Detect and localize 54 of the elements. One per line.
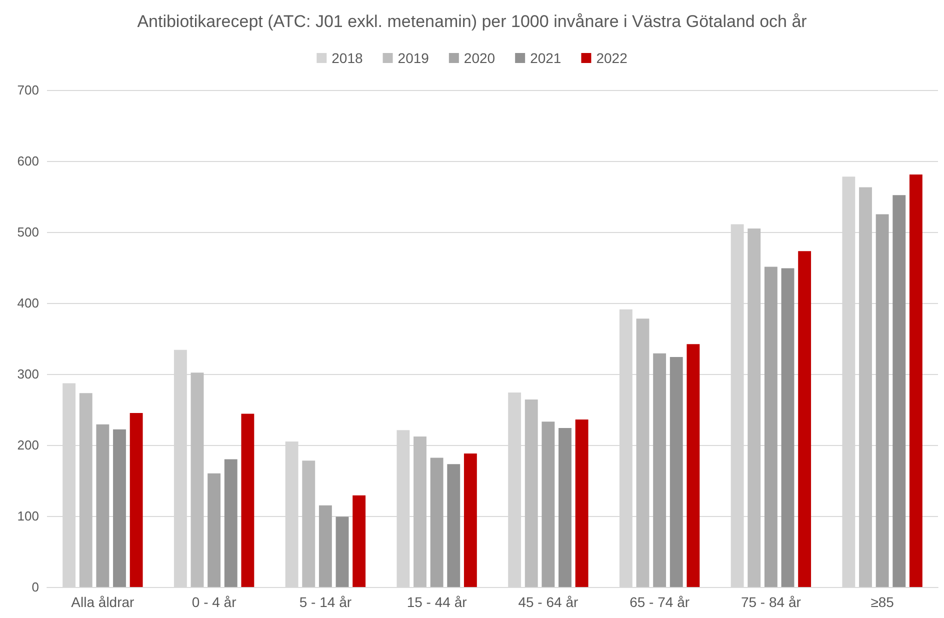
bar [892,195,906,587]
x-tick-label: 0 - 4 år [192,594,237,610]
bar [336,516,349,587]
bar [653,353,666,587]
bar [686,344,700,587]
legend-label: 2022 [596,50,628,66]
y-tick-label: 300 [17,366,39,382]
x-tick-label: 65 - 74 år [630,594,690,610]
bar [208,473,221,587]
bar [79,393,92,587]
y-tick-label: 100 [17,508,39,524]
bar [798,251,812,587]
x-tick-label: ≥85 [870,594,894,610]
y-tick-label: 600 [17,154,39,168]
x-tick-label: 45 - 64 år [518,594,578,610]
x-tick-label: 5 - 14 år [299,594,352,610]
bar [113,429,126,587]
bar [781,268,794,587]
bar [447,464,460,587]
bar [96,424,110,587]
bar [352,495,366,587]
y-tick-label: 700 [17,82,39,98]
legend-label: 2021 [530,50,562,66]
legend-label: 2018 [332,50,363,66]
bar [241,414,254,587]
bar [764,266,778,587]
bar [130,413,143,587]
bar [558,428,572,587]
bar [464,454,477,587]
bar [876,214,889,587]
bar [636,318,650,587]
bar [190,372,204,587]
bar [302,460,316,587]
x-tick-label: 15 - 44 år [406,594,468,610]
bar [430,458,444,587]
y-tick-label: 0 [32,580,39,594]
legend-label: 2019 [398,50,430,66]
bar [859,187,872,587]
x-tick-label: 75 - 84 år [740,594,802,610]
y-tick-label: 200 [17,438,39,452]
bar [909,174,922,587]
chart-title: Antibiotikarecept (ATC: J01 exkl. metenamin) per 1000 invånare i Västra Götaland och år [137,12,808,31]
bar [542,422,555,587]
bar [318,505,332,587]
bar [224,459,238,587]
legend-label: 2020 [464,50,496,66]
y-tick-label: 400 [17,296,39,310]
y-tick-label: 500 [17,224,39,240]
bar [748,228,761,587]
x-tick-label: Alla åldrar [71,594,135,610]
bar [670,356,683,587]
bar [414,436,426,587]
bar [524,400,538,587]
bar [575,419,588,587]
